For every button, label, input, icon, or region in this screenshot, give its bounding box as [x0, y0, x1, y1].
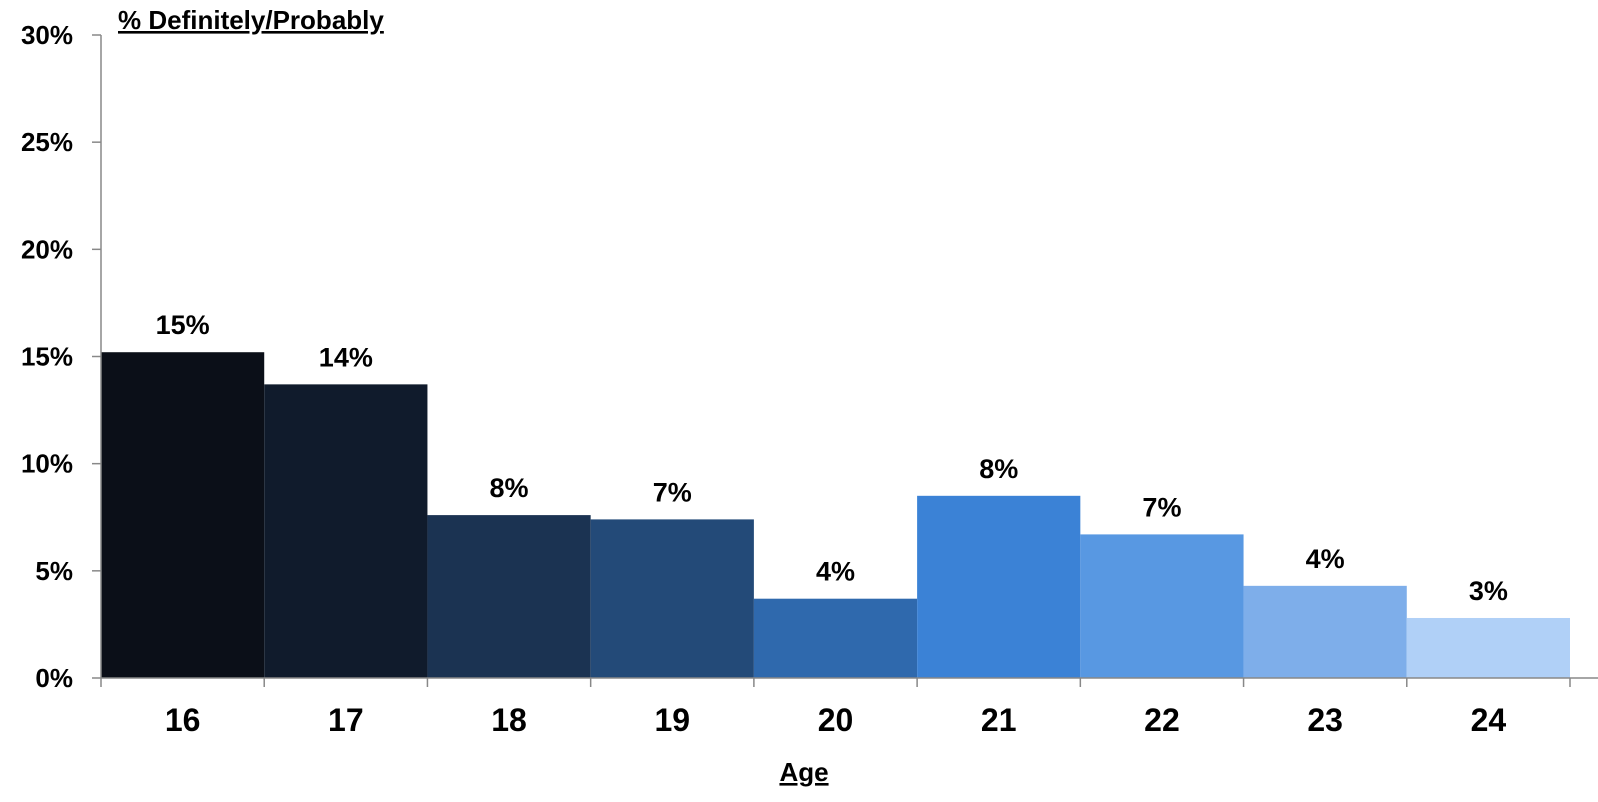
bar-17 [264, 384, 428, 678]
x-axis-title: Age [779, 757, 828, 787]
y-tick-label: 10% [21, 449, 73, 479]
y-axis: 0% 5% 10% 15% 20% 25% 30% [21, 20, 102, 693]
x-tick-label-17: 17 [328, 702, 364, 738]
data-label-16: 15% [156, 310, 210, 340]
bar-19 [590, 519, 754, 678]
bar-23 [1243, 585, 1407, 678]
data-label-22: 7% [1142, 492, 1181, 522]
data-label-24: 3% [1469, 576, 1508, 606]
bar-24 [1406, 617, 1570, 678]
data-label-23: 4% [1306, 544, 1345, 574]
x-tick-label-24: 24 [1471, 702, 1507, 738]
y-tick-label: 25% [21, 127, 73, 157]
x-tick-label-19: 19 [654, 702, 690, 738]
data-label-20: 4% [816, 557, 855, 587]
x-tick-label-23: 23 [1307, 702, 1343, 738]
x-tick-label-16: 16 [165, 702, 201, 738]
bars-group [101, 352, 1570, 678]
data-label-17: 14% [319, 342, 373, 372]
data-label-18: 8% [490, 473, 529, 503]
y-tick-label: 20% [21, 234, 73, 264]
data-labels-group: 15% 14% 8% 7% 4% 8% 7% 4% 3% [156, 310, 1508, 606]
bar-18 [427, 515, 591, 678]
x-tick-label-21: 21 [981, 702, 1017, 738]
bar-16 [101, 352, 265, 678]
x-tick-label-22: 22 [1144, 702, 1180, 738]
y-axis-title: % Definitely/Probably [118, 5, 384, 35]
y-tick-label: 5% [35, 556, 73, 586]
bar-20 [753, 598, 918, 678]
x-tick-label-20: 20 [818, 702, 854, 738]
bar-22 [1080, 534, 1244, 678]
x-axis: 16 17 18 19 20 21 22 23 24 [100, 677, 1598, 738]
y-tick-label: 0% [35, 663, 73, 693]
y-tick-label: 30% [21, 20, 73, 50]
data-label-19: 7% [653, 477, 692, 507]
x-tick-label-18: 18 [491, 702, 527, 738]
y-tick-label: 15% [21, 342, 73, 372]
bar-21 [917, 495, 1081, 678]
data-label-21: 8% [979, 454, 1018, 484]
